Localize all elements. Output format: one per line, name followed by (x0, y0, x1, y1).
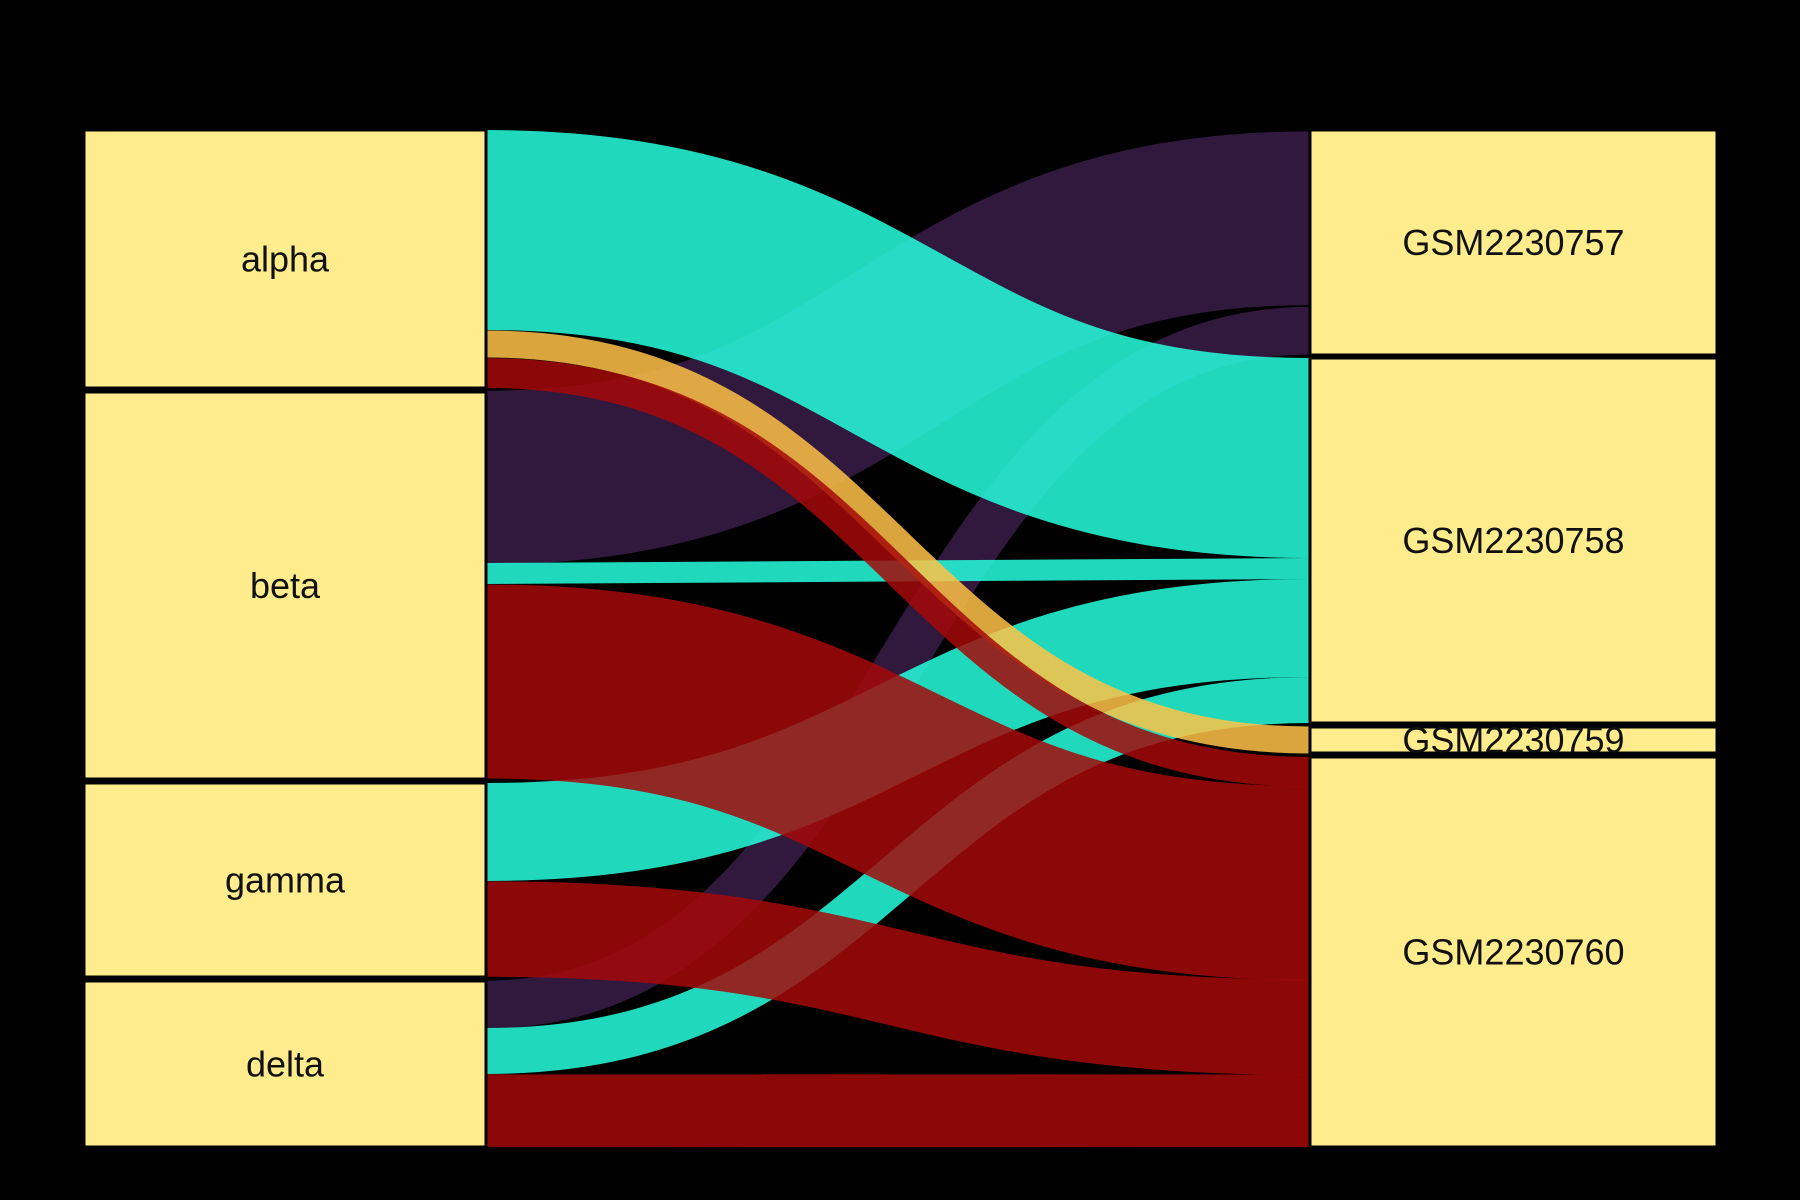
sankey-node-alpha (82, 128, 488, 390)
sankey-node-label-GSM2230758: GSM2230758 (1402, 520, 1624, 561)
sankey-link-alpha-GSM2230758 (485, 130, 1311, 558)
sankey-link-alpha-GSM2230760 (485, 358, 1311, 787)
sankey-link-gamma-GSM2230760 (485, 881, 1311, 1075)
sankey-node-GSM2230759 (1308, 725, 1719, 755)
sankey-links-layer (485, 130, 1311, 1148)
sankey-node-label-beta: beta (250, 565, 321, 606)
sankey-node-GSM2230758 (1308, 356, 1719, 725)
sankey-nodes-layer (82, 128, 1719, 1149)
sankey-node-label-GSM2230757: GSM2230757 (1402, 222, 1624, 263)
sankey-link-alpha-GSM2230759 (485, 330, 1311, 754)
sankey-labels-layer: alpha beta gamma delta GSM2230757 GSM2230758 G… (225, 222, 1625, 1085)
sankey-node-GSM2230757 (1308, 128, 1719, 357)
sankey-node-beta (82, 390, 488, 781)
sankey-node-label-delta: delta (246, 1044, 325, 1085)
sankey-node-delta (82, 979, 488, 1149)
sankey-node-label-alpha: alpha (241, 239, 330, 280)
sankey-link-beta-GSM2230760 (485, 584, 1311, 981)
sankey-node-gamma (82, 781, 488, 979)
sankey-node-label-GSM2230759: GSM2230759 (1402, 720, 1624, 761)
sankey-node-GSM2230760 (1308, 755, 1719, 1149)
sankey-node-label-GSM2230760: GSM2230760 (1402, 932, 1624, 973)
sankey-node-label-gamma: gamma (225, 860, 346, 901)
